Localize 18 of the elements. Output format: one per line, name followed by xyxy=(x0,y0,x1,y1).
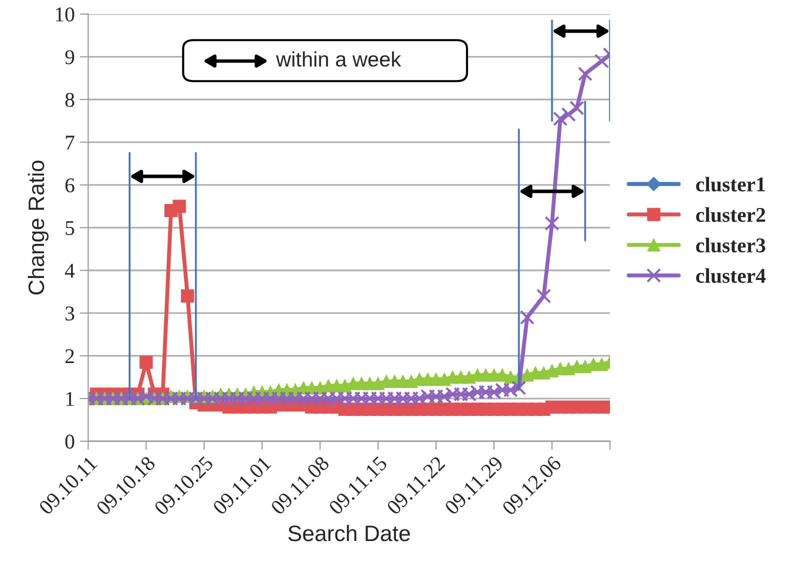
y-tick-label: 9 xyxy=(65,50,74,64)
legend-label: cluster1 xyxy=(696,176,765,192)
legend-label: cluster2 xyxy=(696,207,766,222)
y-tick-label: 0 xyxy=(65,434,74,449)
legend-label: cluster4 xyxy=(696,268,766,283)
y-tick-label: 5 xyxy=(66,221,74,236)
legend-label: cluster3 xyxy=(696,238,766,252)
y-tick-label: 7 xyxy=(66,136,74,150)
annotation: within a week xyxy=(276,51,402,67)
y-tick-label: 8 xyxy=(65,92,74,107)
y-tick-label: 6 xyxy=(65,178,74,192)
y-tick-label: 3 xyxy=(66,306,74,321)
y-tick-label: 4 xyxy=(64,264,75,278)
y-tick-label: 10 xyxy=(56,7,74,22)
y-tick-label: 1 xyxy=(66,392,74,406)
y-tick-label: 2 xyxy=(65,349,74,364)
y-axis-title: Change Ratio xyxy=(28,160,49,294)
x-axis-title: Search Date xyxy=(288,524,410,542)
